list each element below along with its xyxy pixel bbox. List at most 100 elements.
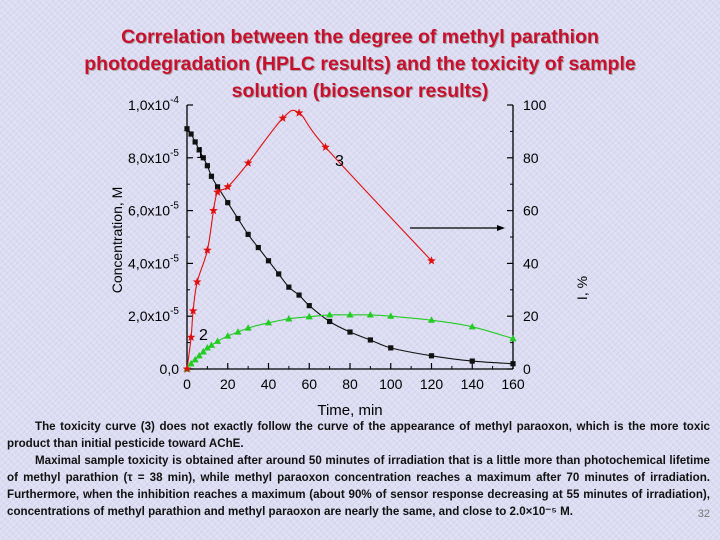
series-1-point	[200, 155, 206, 161]
x-tick-label: 100	[379, 376, 403, 392]
x-tick-label: 60	[301, 376, 317, 392]
series-3-point	[203, 245, 212, 254]
series-1-point	[196, 147, 202, 153]
series-1-point	[276, 271, 282, 277]
series-2-point	[234, 328, 242, 335]
data-points	[182, 108, 517, 373]
series-1-point	[428, 353, 435, 359]
series-2-point	[199, 348, 207, 355]
series-2-point	[468, 322, 476, 330]
series-3-curve	[186, 109, 432, 370]
series-3-point	[278, 113, 288, 122]
series-1-point	[510, 361, 516, 367]
series-2-point	[427, 316, 436, 323]
series-2-point	[195, 352, 203, 359]
x-axis-label: Time, min	[317, 402, 382, 419]
series-1-point	[208, 173, 215, 179]
series-2-point	[203, 344, 211, 351]
series-1-point	[296, 292, 302, 298]
plot-frame	[186, 105, 514, 370]
x-tick-label: 120	[420, 376, 444, 392]
y-right-tick-label: 100	[523, 97, 547, 113]
y-left-tick-label: 0,0	[160, 361, 180, 377]
series-2-point	[509, 334, 517, 342]
paragraph-2: Maximal sample toxicity is obtained afte…	[7, 454, 710, 518]
series-1-point	[388, 345, 394, 351]
series-2-curve	[186, 314, 514, 370]
series-3-point	[427, 256, 436, 265]
series-1-point	[245, 231, 251, 237]
curve-label-2: 2	[199, 327, 208, 344]
series-1-curve	[186, 128, 514, 365]
x-tick-label: 160	[501, 376, 525, 392]
series-1-point	[188, 131, 194, 137]
series-1-point	[214, 184, 221, 190]
series-3-point	[243, 158, 253, 167]
x-tick-label: 80	[342, 376, 358, 392]
series-1-point	[235, 215, 241, 222]
y-left-tick-label: 1,0x10-4	[128, 95, 179, 113]
y-left-axis-label: Concentration, M	[109, 187, 125, 294]
series-3-point	[182, 364, 192, 373]
y-right-tick-label: 40	[523, 255, 539, 271]
x-tick-label: 20	[220, 376, 236, 392]
y-left-tick-label: 6,0x10-5	[128, 201, 179, 219]
series-1-point	[347, 329, 353, 335]
x-tick-label: 140	[461, 376, 485, 392]
axis-ticks: 0 20 40 60 80 100 120 140 1600,02,0x10-54,0x10-5…	[128, 95, 547, 392]
title-line-1: Correlation between the degree of methyl…	[121, 26, 599, 48]
correlation-chart: 0 20 40 60 80 100 120 140 1600,02,0x10-54,0x10-5…	[109, 95, 590, 419]
y-left-tick-label: 2,0x10-5	[128, 306, 179, 324]
series-2-point	[187, 359, 195, 367]
slide-title: Correlation between the degree of methyl…	[20, 24, 700, 105]
series-3-point	[188, 306, 198, 315]
y-right-axis-label: I, %	[574, 276, 590, 300]
y-left-tick-label: 8,0x10-5	[128, 148, 179, 166]
series-3-point	[209, 206, 218, 215]
title-line-2: photodegradation (HPLC results) and the …	[84, 53, 636, 75]
series-1-point	[367, 337, 373, 343]
slide-number: 32	[697, 508, 710, 520]
series-1-point	[265, 258, 272, 264]
series-3-point	[321, 142, 330, 151]
series-2-point	[305, 312, 313, 320]
series-1-point	[204, 163, 210, 169]
explanatory-text: The toxicity curve (3) does not exactly …	[7, 418, 710, 520]
y-right-tick-label: 0	[523, 361, 531, 377]
series-2-point	[213, 337, 222, 344]
series-3-point	[186, 332, 196, 342]
series-1-point	[469, 358, 475, 364]
series-1-point	[184, 126, 190, 132]
series-1-point	[286, 284, 292, 290]
y-left-tick-label: 4,0x10-5	[128, 253, 179, 271]
y-right-tick-label: 60	[523, 203, 539, 219]
series-3-point	[294, 108, 304, 117]
series-2-point	[264, 319, 273, 326]
series-2-point	[244, 324, 252, 331]
title-line-3: solution (biosensor results)	[231, 80, 489, 102]
curve-label-1: 1	[196, 145, 205, 162]
paragraph-1: The toxicity curve (3) does not exactly …	[7, 420, 710, 450]
series-2-point	[366, 311, 374, 318]
series-3-point	[192, 277, 202, 286]
annotation-arrow	[410, 225, 505, 231]
series-2-point	[285, 315, 293, 322]
series-3-point	[213, 187, 222, 196]
x-tick-label: 40	[261, 376, 277, 392]
x-tick-label: 0	[183, 376, 191, 392]
series-2-point	[346, 311, 354, 318]
series-1-point	[192, 139, 198, 145]
y-right-tick-label: 20	[523, 308, 539, 324]
curve-label-3: 3	[335, 153, 344, 170]
series-2-point	[224, 332, 232, 339]
series-1-point	[225, 200, 231, 206]
series-1-point	[327, 318, 333, 325]
series-2-point	[191, 355, 199, 363]
series-3-point	[223, 182, 233, 191]
series-2-point	[326, 311, 334, 318]
series-2-point	[207, 341, 216, 348]
series-1-point	[255, 244, 261, 251]
series-2-point	[387, 312, 395, 319]
series-1-point	[306, 303, 312, 309]
y-right-tick-label: 80	[523, 150, 539, 166]
